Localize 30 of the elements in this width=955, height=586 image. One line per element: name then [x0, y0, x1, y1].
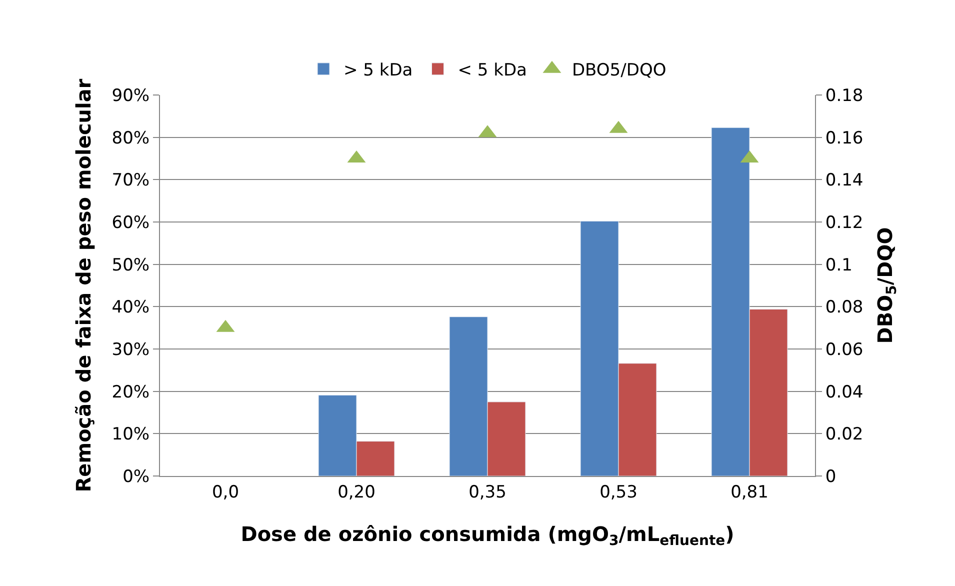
y2-tick-label: 0.16 — [825, 128, 864, 148]
y2-tick-label: 0.08 — [825, 298, 864, 318]
y-tick-label: 10% — [112, 424, 150, 445]
y2-tick-label: 0.04 — [825, 382, 864, 402]
legend-label: DBO5/DQO — [572, 60, 666, 81]
y2-tick-label: 0 — [825, 466, 836, 487]
y-tick-label: 50% — [112, 255, 150, 276]
x-tick-label: 0,0 — [212, 482, 240, 502]
x-tick-label: 0,35 — [468, 482, 506, 502]
y-tick-label: 80% — [112, 128, 150, 148]
y2-tick-label: 0.1 — [825, 255, 852, 276]
y-tick-label: 90% — [112, 86, 150, 106]
y2-tick-label: 0.12 — [825, 212, 864, 233]
y2-tick-label: 0.18 — [825, 86, 864, 106]
x-tick-label: 0,20 — [338, 482, 376, 502]
y-tick-label: 70% — [112, 170, 150, 191]
legend-label: < 5 kDa — [458, 60, 527, 81]
legend-label: > 5 kDa — [344, 60, 413, 81]
x-axis-title: Dose de ozônio consumida (mgO$_{3}$/mL$_{efluente}$) — [240, 522, 734, 550]
y-tick-label: 40% — [112, 298, 150, 318]
y-tick-label: 30% — [112, 340, 150, 360]
x-tick-label: 0,53 — [600, 482, 638, 502]
y-tick-label: 0% — [122, 466, 150, 487]
y-axis-title: Remoção de faixa de peso molecular — [71, 78, 96, 492]
y-tick-label: 60% — [112, 212, 150, 233]
y2-tick-label: 0.14 — [825, 170, 864, 191]
y2-tick-label: 0.06 — [825, 340, 864, 360]
y2-tick-label: 0.02 — [825, 424, 864, 445]
y-tick-label: 20% — [112, 382, 150, 402]
x-tick-label: 0,81 — [730, 482, 768, 502]
